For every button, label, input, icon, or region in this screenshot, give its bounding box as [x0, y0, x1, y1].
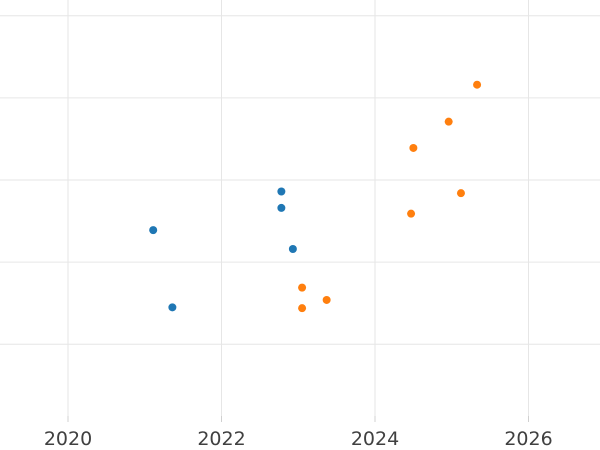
data-point-blue — [149, 226, 158, 235]
data-point-orange — [407, 209, 416, 218]
data-point-blue — [277, 187, 286, 196]
data-point-orange — [456, 189, 465, 198]
data-point-blue — [288, 245, 297, 254]
data-point-orange — [298, 304, 307, 313]
x-tick-label: 2024 — [351, 428, 399, 450]
data-point-blue — [168, 303, 177, 312]
data-point-blue — [277, 203, 286, 212]
data-point-orange — [409, 143, 418, 152]
x-tick-label: 2026 — [504, 428, 552, 450]
x-tick-label: 2020 — [44, 428, 92, 450]
data-point-orange — [298, 283, 307, 292]
x-tick-label: 2022 — [197, 428, 245, 450]
data-point-orange — [322, 295, 331, 304]
data-point-orange — [473, 80, 482, 89]
data-point-orange — [444, 117, 453, 126]
